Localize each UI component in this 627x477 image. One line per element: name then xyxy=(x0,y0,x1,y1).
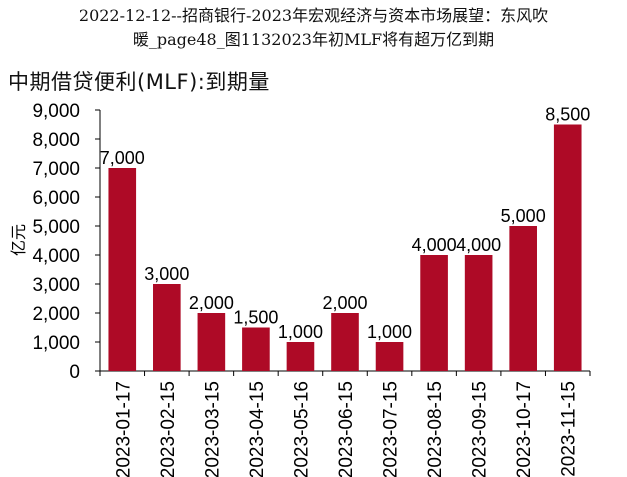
x-tick-label: 2023-03-15 xyxy=(202,381,223,477)
y-tick-label: 0 xyxy=(69,362,80,383)
y-tick-label: 4,000 xyxy=(32,246,80,267)
bar xyxy=(420,255,448,371)
data-label: 2,000 xyxy=(322,293,367,313)
bar xyxy=(197,313,226,371)
figure-title-line-2: 暖_page48_图1132023年初MLF将有超万亿到期 xyxy=(132,30,495,49)
data-label: 4,000 xyxy=(456,235,501,255)
bar-series xyxy=(108,124,582,371)
data-label: 2,000 xyxy=(189,293,234,313)
x-tick-label: 2023-08-15 xyxy=(425,381,446,477)
x-tick-label: 2023-07-15 xyxy=(381,381,402,477)
bar xyxy=(331,313,359,371)
x-tick-label: 2023-01-17 xyxy=(113,381,134,477)
y-axis: 0 1,000 2,000 3,000 4,000 5,000 6,000 7,000 8,00… xyxy=(32,101,101,383)
bar xyxy=(108,168,137,371)
x-axis: 2023-01-17 2023-02-15 2023-03-15 2023-04-15… xyxy=(99,370,591,477)
data-label: 3,000 xyxy=(144,264,189,284)
data-labels: 7,0003,0002,0001,5001,0002,0001,0004,000… xyxy=(100,105,591,343)
x-tick-label: 2023-04-15 xyxy=(247,381,268,477)
bar xyxy=(509,226,537,371)
x-tick-label: 2023-02-15 xyxy=(158,381,179,477)
data-label: 4,000 xyxy=(412,235,457,255)
y-tick-label: 5,000 xyxy=(32,217,80,238)
x-tick-label: 2023-10-17 xyxy=(514,381,535,477)
y-axis-label: 亿元 xyxy=(9,224,28,256)
data-label: 1,000 xyxy=(367,322,412,342)
y-tick-label: 7,000 xyxy=(32,159,80,180)
y-tick-label: 1,000 xyxy=(32,333,80,354)
x-tick-label: 2023-11-15 xyxy=(559,381,580,477)
bar xyxy=(286,342,315,371)
x-tick-label: 2023-06-15 xyxy=(336,381,357,477)
data-label: 7,000 xyxy=(100,148,145,168)
y-tick-label: 9,000 xyxy=(32,101,80,122)
y-tick-label: 3,000 xyxy=(32,275,80,296)
figure-title-line-1: 2022-12-12--招商银行-2023年宏观经济与资本市场展望：东风吹 xyxy=(78,6,549,25)
data-label: 1,500 xyxy=(233,308,278,328)
y-tick-label: 2,000 xyxy=(32,304,80,325)
chart-title: 中期借贷便利(MLF):到期量 xyxy=(8,70,270,94)
bar xyxy=(242,327,270,371)
y-tick-label: 8,000 xyxy=(32,130,80,151)
data-label: 1,000 xyxy=(278,322,323,342)
bar xyxy=(153,284,181,371)
y-tick-label: 6,000 xyxy=(32,188,80,209)
x-tick-label: 2023-05-16 xyxy=(291,381,312,477)
x-tick-label: 2023-09-15 xyxy=(470,381,491,477)
bar xyxy=(553,124,582,371)
bar xyxy=(464,255,493,371)
bar xyxy=(375,342,404,371)
figure-title: 2022-12-12--招商银行-2023年宏观经济与资本市场展望：东风吹 暖_… xyxy=(0,4,627,52)
data-label: 5,000 xyxy=(501,206,546,226)
data-label: 8,500 xyxy=(545,105,590,125)
